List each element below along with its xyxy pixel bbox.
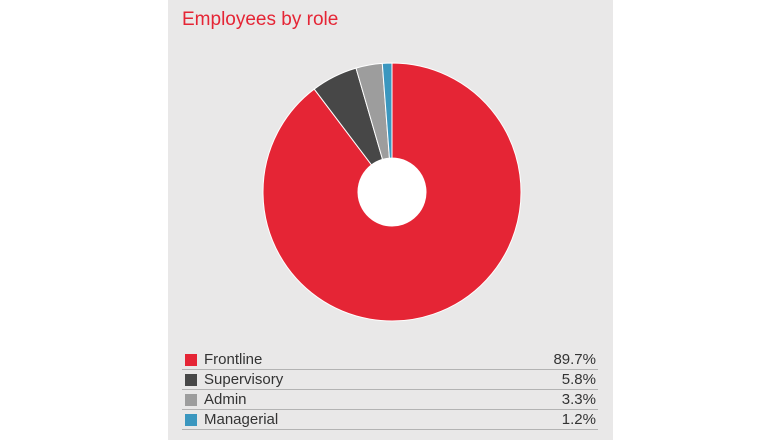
legend-swatch-frontline (185, 354, 197, 366)
legend-value: 89.7% (553, 351, 596, 368)
donut-chart (262, 62, 522, 322)
legend-item-frontline: Frontline 89.7% (182, 350, 598, 370)
legend-swatch-supervisory (185, 374, 197, 386)
legend-item-managerial: Managerial 1.2% (182, 410, 598, 430)
donut-hole (358, 158, 426, 226)
donut-slices (262, 62, 522, 322)
legend-swatch-admin (185, 394, 197, 406)
legend-swatch-managerial (185, 414, 197, 426)
legend: Frontline 89.7% Supervisory 5.8% Admin 3… (182, 350, 598, 430)
legend-value: 5.8% (561, 371, 596, 388)
legend-label: Admin (204, 391, 247, 408)
chart-panel: Employees by role Frontline 89.7% Superv… (168, 0, 613, 440)
legend-item-admin: Admin 3.3% (182, 390, 598, 410)
legend-value: 1.2% (561, 411, 596, 428)
legend-label: Supervisory (204, 371, 284, 388)
legend-label: Frontline (204, 351, 263, 368)
legend-item-supervisory: Supervisory 5.8% (182, 370, 598, 390)
legend-value: 3.3% (561, 391, 596, 408)
chart-title: Employees by role (182, 9, 339, 30)
legend-label: Managerial (204, 411, 279, 428)
